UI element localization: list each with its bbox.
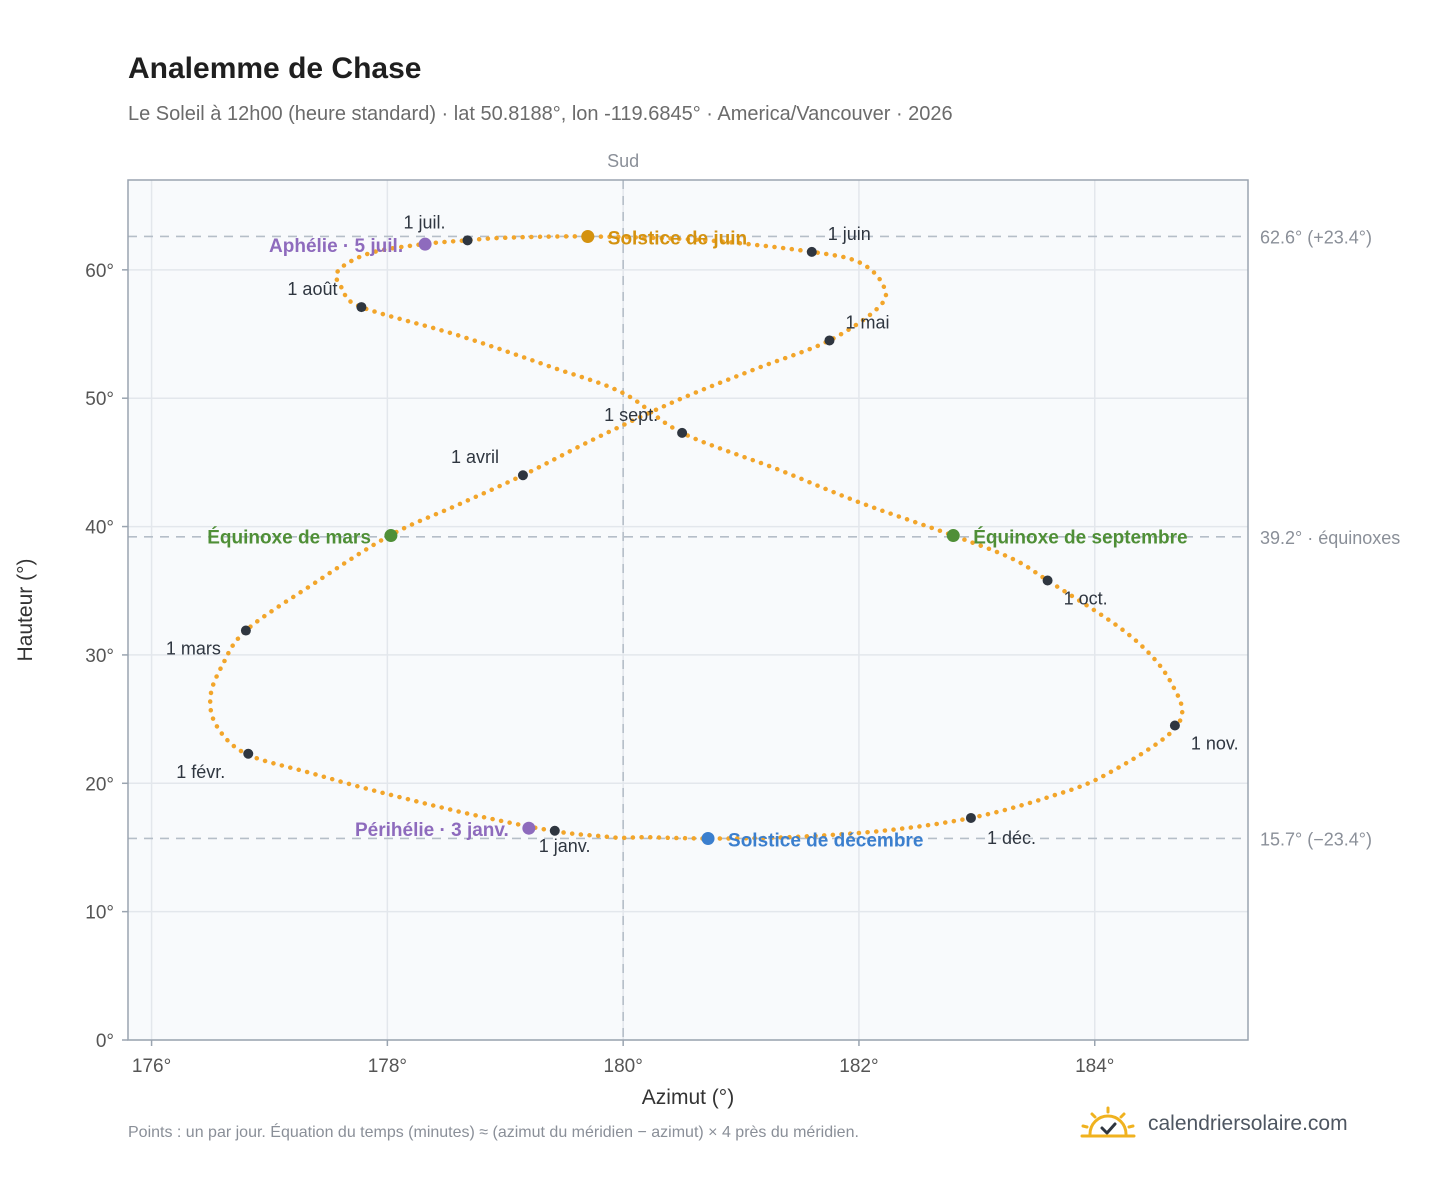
month-marker-point — [824, 335, 835, 346]
event-marker-point — [946, 529, 960, 543]
plot-frame — [127, 179, 1249, 1041]
month-marker-point — [965, 812, 976, 823]
event-marker-label: Équinoxe de mars — [207, 527, 371, 549]
month-marker-point — [677, 427, 688, 438]
brand-name[interactable]: calendriersolaire.com — [1148, 1112, 1348, 1135]
month-marker-label: 1 févr. — [176, 762, 225, 782]
chart-subtitle: Le Soleil à 12h00 (heure standard) · lat… — [128, 103, 953, 125]
month-marker-label: 1 juin — [828, 224, 871, 244]
event-marker-label: Équinoxe de septembre — [973, 527, 1187, 549]
month-marker-point — [549, 825, 560, 836]
meridian-label: Sud — [607, 151, 639, 171]
month-marker-label: 1 sept. — [604, 405, 658, 425]
event-marker-point — [522, 821, 536, 835]
month-marker-label: 1 janv. — [539, 836, 591, 856]
month-marker-point — [356, 302, 367, 313]
reference-line-label: 62.6° (+23.4°) — [1260, 227, 1372, 247]
event-marker-point — [701, 831, 715, 845]
month-marker-point — [462, 235, 473, 246]
x-tick-label: 182° — [839, 1056, 878, 1077]
event-markers: Solstice de juin Aphélie · 5 juil. Équinox… — [207, 228, 1187, 851]
brand[interactable]: calendriersolaire.com — [1080, 1104, 1348, 1144]
month-marker-point — [1169, 720, 1180, 731]
y-tick-label: 0° — [96, 1031, 114, 1052]
event-marker-label: Solstice de décembre — [728, 830, 923, 851]
analemma-daily-points — [207, 234, 1185, 841]
month-marker-label: 1 mars — [166, 639, 221, 659]
event-marker-point — [581, 229, 595, 243]
event-marker-label: Aphélie · 5 juil. — [269, 236, 403, 257]
reference-lines: 62.6° (+23.4°) 39.2° · équinoxes 15.7° (−2… — [128, 227, 1400, 849]
y-tick-label: 10° — [85, 903, 114, 924]
event-marker-label: Solstice de juin — [608, 228, 747, 249]
event-marker-point — [418, 237, 432, 251]
month-marker-point — [517, 470, 528, 481]
month-marker-point — [806, 246, 817, 257]
event-marker-point — [384, 529, 398, 543]
y-tick-label: 40° — [85, 518, 114, 539]
axes: 176° 178° 180° 182° 184° 0° 10° 20° 30° 40° 50° 60° — [85, 261, 1114, 1077]
y-tick-label: 60° — [85, 261, 114, 282]
month-markers: 1 janv. 1 févr. 1 mars 1 avril 1 mai 1 juin 1 … — [166, 212, 1239, 855]
footnote: Points : un par jour. Équation du temps … — [128, 1124, 859, 1141]
month-marker-label: 1 juil. — [404, 212, 446, 232]
plot-area — [128, 180, 1248, 1040]
month-marker-point — [240, 625, 251, 636]
x-tick-label: 180° — [604, 1056, 643, 1077]
month-marker-label: 1 avril — [451, 447, 499, 467]
y-tick-label: 30° — [85, 646, 114, 667]
analemma-curve — [207, 234, 1185, 841]
sun-logo-icon — [1080, 1106, 1136, 1138]
month-marker-label: 1 mai — [845, 312, 889, 332]
month-marker-label: 1 nov. — [1191, 734, 1239, 754]
meridian: Sud — [607, 151, 639, 1040]
reference-line-label: 15.7° (−23.4°) — [1260, 829, 1372, 849]
chart-title: Analemme de Chase — [128, 52, 422, 85]
y-axis-label: Hauteur (°) — [14, 559, 37, 662]
x-tick-label: 176° — [132, 1056, 171, 1077]
month-marker-label: 1 oct. — [1064, 588, 1108, 608]
y-tick-label: 20° — [85, 774, 114, 795]
month-marker-label: 1 déc. — [987, 828, 1036, 848]
x-tick-label: 184° — [1075, 1056, 1114, 1077]
reference-line-label: 39.2° · équinoxes — [1260, 528, 1400, 548]
x-axis-label: Azimut (°) — [642, 1086, 734, 1109]
month-marker-point — [1042, 575, 1053, 586]
month-marker-label: 1 août — [287, 279, 337, 299]
x-tick-label: 178° — [368, 1056, 407, 1077]
event-marker-label: Périhélie · 3 janv. — [355, 820, 509, 841]
y-tick-label: 50° — [85, 389, 114, 410]
month-marker-point — [243, 748, 254, 759]
